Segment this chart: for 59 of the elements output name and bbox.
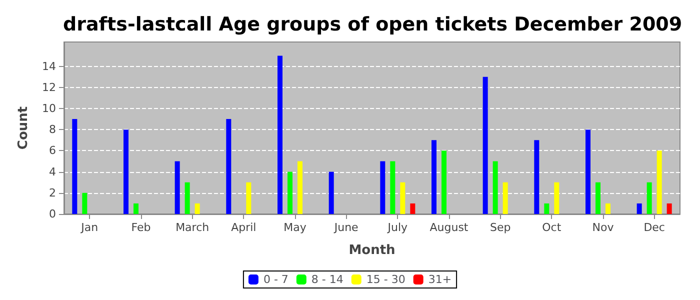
bar [72,119,78,214]
x-tick-label: May [284,221,307,234]
bar [380,161,386,214]
legend-label: 0 - 7 [263,273,288,286]
bar [288,172,292,214]
y-tick-label: 14 [42,60,56,73]
chart-title: drafts-lastcall Age groups of open tickets December 2009 [63,14,682,36]
bar [298,161,302,214]
y-tick-label: 6 [49,144,56,158]
bar [226,119,232,214]
y-tick-label: 0 [49,208,56,220]
x-tick-label: August [430,221,469,234]
x-tick-label: Jan [80,221,98,234]
bar [410,203,416,214]
x-tick-label: Oct [542,221,562,234]
y-tick-label: 2 [49,186,56,200]
bar [390,161,396,214]
y-tick-label: 12 [42,80,56,94]
bar [554,182,560,214]
bar [646,182,652,214]
bar [246,182,252,214]
x-tick-label: July [386,221,408,234]
bar [636,203,642,214]
bar [656,150,662,214]
x-tick-label: June [333,221,359,234]
bar [184,182,190,214]
bar [328,172,334,214]
bar [432,140,436,214]
x-tick-label: April [231,221,256,234]
legend-label: 8 - 14 [311,273,344,286]
bar [596,182,600,214]
bar [124,130,128,214]
bar [534,140,540,214]
bar [666,203,672,214]
legend-label: 31+ [428,273,452,286]
y-tick-label: 10 [42,102,56,115]
y-tick-label: 4 [49,165,56,178]
bar [278,56,282,214]
bar [134,203,138,214]
bar [82,192,88,214]
bar [482,76,488,214]
bar [400,182,406,214]
bar [174,161,180,214]
bar [194,203,200,214]
bar [502,182,508,214]
legend-label: 15 - 30 [366,273,406,286]
y-axis-title: Count [16,106,31,150]
bar [492,161,498,214]
x-tick-label: Dec [644,221,665,234]
bar [586,130,590,214]
bar [442,150,446,214]
bar [544,203,550,214]
x-axis-title: Month [348,243,396,258]
x-tick-label: Nov [592,221,614,234]
bar [606,203,610,214]
x-tick-label: Sep [490,221,511,234]
x-tick-label: Feb [131,221,151,234]
y-tick-label: 8 [49,123,56,136]
x-tick-label: March [176,221,210,234]
